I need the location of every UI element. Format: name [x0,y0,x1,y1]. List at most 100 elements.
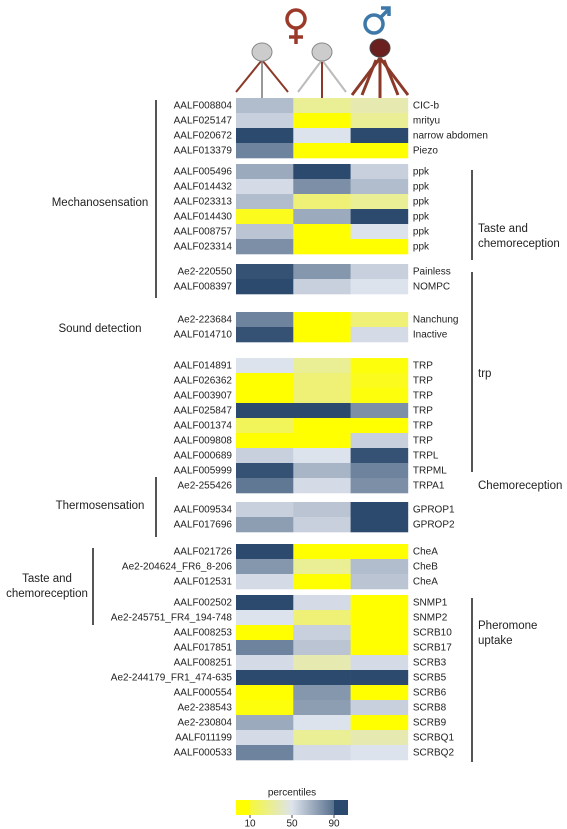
heatmap-cell [350,544,409,560]
heatmap-cell [293,463,351,479]
mosquito-female-1 [235,42,289,98]
row-id: Ae2-245751_FR4_194-748 [111,613,233,624]
heatmap-cell [350,164,409,180]
row-name: TRP [413,421,433,432]
row-name: Painless [413,267,451,278]
colorbar-right [334,800,348,815]
heatmap-cell [293,655,351,671]
heatmap-cell [236,478,294,494]
colorbar-tick-label: 10 [244,819,256,829]
row-id: Ae2-204624_FR6_8-206 [122,562,233,573]
row-name: TRPL [413,451,439,462]
row-id: AALF021726 [174,547,233,558]
row-name: TRP [413,406,433,417]
row-id: AALF009808 [174,436,233,447]
heatmap-cell [236,358,294,374]
heatmap-cell [350,433,409,449]
row-name: SCRB5 [413,673,447,684]
group-label: Pheromone uptake [478,620,538,647]
heatmap-cell [236,98,294,114]
row-id: AALF008253 [174,628,233,639]
heatmap-cell [236,574,294,590]
heatmap-cell [236,209,294,225]
row-id: AALF014891 [174,361,233,372]
row-id: AALF009534 [174,505,233,516]
colorbar-tick-label: 50 [286,819,298,829]
heatmap-cell [293,194,351,210]
heatmap-cell [293,373,351,389]
heatmap-cell [293,179,351,195]
row-name: CheA [413,577,438,588]
row-id: AALF014710 [174,330,233,341]
row-id: AALF000533 [174,748,233,759]
row-id: Ae2-220550 [178,267,233,278]
heatmap-cell [236,403,294,419]
heatmap-cell [350,559,409,575]
heatmap-cell [236,433,294,449]
heatmap [236,98,409,761]
heatmap-cell [293,544,351,560]
row-name: CheB [413,562,438,573]
heatmap-cell [350,517,409,533]
heatmap-cell [293,113,351,129]
row-name: SCRB8 [413,703,447,714]
row-name: CheA [413,547,438,558]
colorbar-left [236,800,250,815]
heatmap-cell [236,327,294,343]
heatmap-cell [293,745,351,761]
heatmap-cell [350,745,409,761]
heatmap-cell [236,745,294,761]
group-label: Thermosensation [55,500,145,512]
heatmap-cell [350,403,409,419]
heatmap-cell [293,418,351,434]
heatmap-cell [293,433,351,449]
row-name: ppk [413,167,430,178]
heatmap-cell [293,685,351,701]
row-name: SCRB9 [413,718,447,729]
row-name: Piezo [413,146,438,157]
heatmap-cell [350,715,409,731]
heatmap-cell [350,209,409,225]
row-id: AALF005999 [174,466,233,477]
row-name: SCRB3 [413,658,447,669]
mosquito-female-2 [297,42,347,98]
row-name: ppk [413,182,430,193]
row-name: mrityu [413,116,440,127]
row-id: AALF012531 [174,577,233,588]
row-name: narrow abdomen [413,131,488,142]
colorbar-tick-label: 90 [328,819,340,829]
heatmap-cell [293,164,351,180]
row-name: GPROP2 [413,520,455,531]
row-id: AALF002502 [174,598,233,609]
heatmap-cell [236,700,294,716]
heatmap-cell [293,610,351,626]
heatmap-cell [293,358,351,374]
heatmap-cell [293,700,351,716]
row-name: TRP [413,436,433,447]
heatmap-cell [293,327,351,343]
heatmap-cell [350,610,409,626]
heatmap-cell [350,478,409,494]
heatmap-cell [350,179,409,195]
heatmap-cell [236,517,294,533]
heatmap-cell [236,143,294,159]
row-id: AALF025847 [174,406,233,417]
heatmap-cell [350,640,409,656]
heatmap-cell [350,655,409,671]
heatmap-cell [350,574,409,590]
group-label: Taste and chemoreception [6,573,88,600]
heatmap-cell [236,179,294,195]
row-id: AALF008757 [174,227,233,238]
heatmap-cell [293,640,351,656]
row-name: TRP [413,361,433,372]
heatmap-cell [293,502,351,518]
row-id: AALF003907 [174,391,233,402]
heatmap-cell [350,358,409,374]
heatmap-cell [350,463,409,479]
heatmap-cell [350,98,409,114]
row-id: AALF017851 [174,643,233,654]
heatmap-cell [236,113,294,129]
row-name: SCRB17 [413,643,452,654]
heatmap-cell [350,418,409,434]
